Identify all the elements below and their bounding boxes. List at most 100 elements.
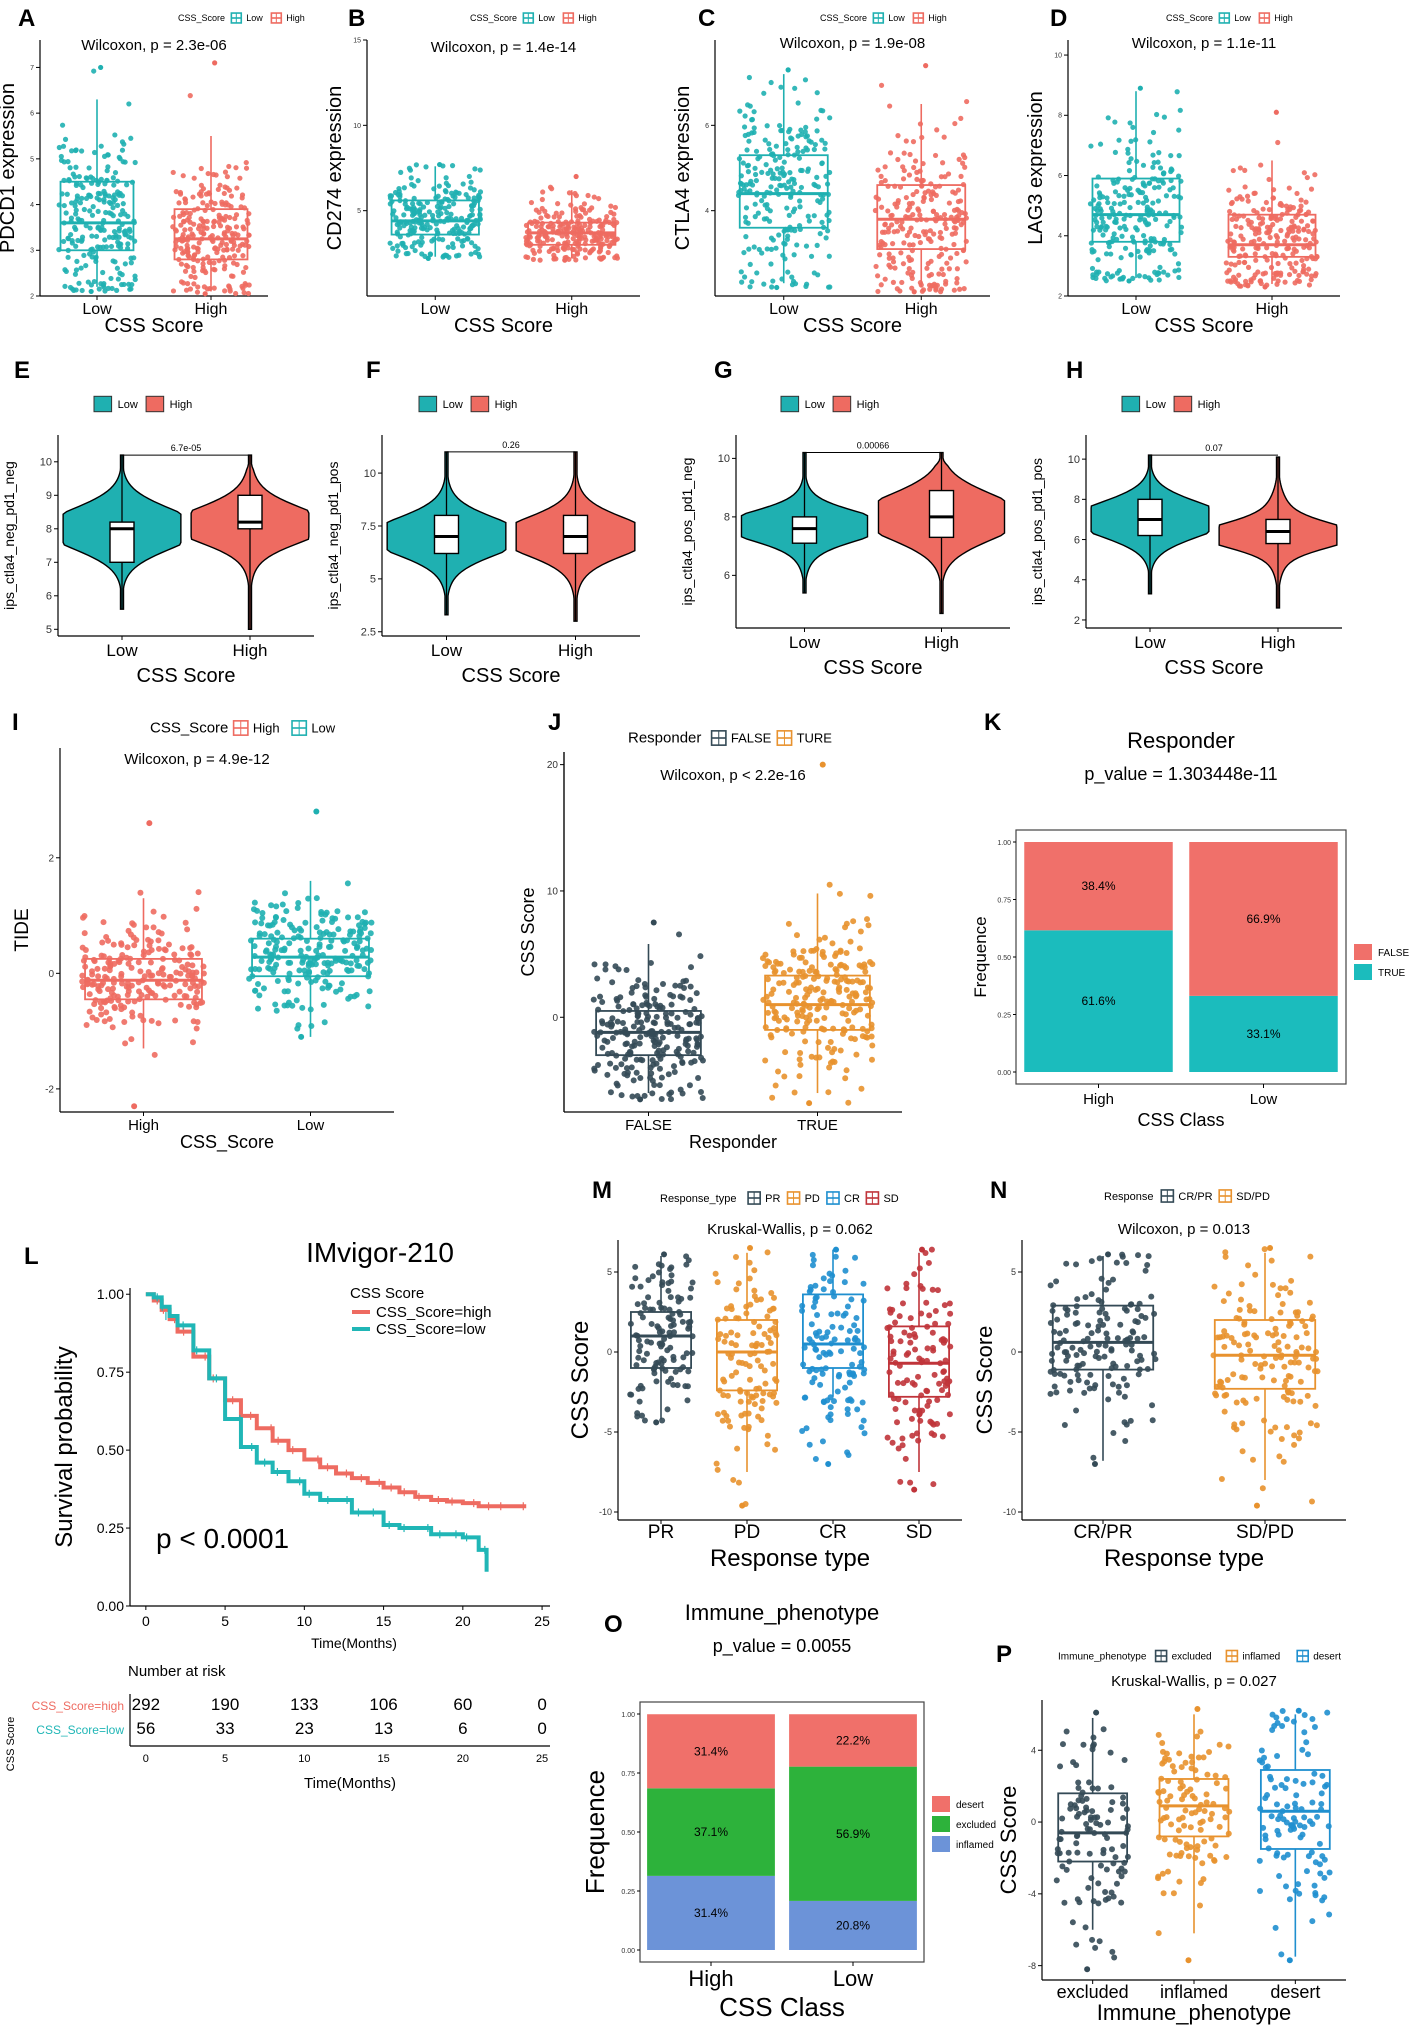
data-point-min (1286, 1957, 1293, 1964)
data-point (843, 1067, 850, 1074)
data-point (803, 1425, 810, 1432)
data-point (194, 289, 201, 295)
data-point (875, 167, 881, 173)
data-point (110, 205, 116, 211)
data-point (347, 960, 354, 967)
data-point (308, 1022, 315, 1029)
data-point-min (88, 288, 94, 295)
legend-label-High: High (495, 399, 518, 411)
data-point (335, 926, 342, 933)
data-point (1117, 201, 1123, 207)
data-point (802, 129, 808, 135)
data-point (746, 1259, 753, 1266)
data-point (1259, 220, 1266, 226)
data-point (1223, 260, 1229, 266)
data-point (942, 221, 948, 227)
y-tick-label: 4 (30, 202, 34, 209)
data-point (227, 288, 233, 294)
data-point (849, 978, 856, 985)
points-inflamed (1155, 1705, 1233, 1964)
data-point (762, 951, 769, 958)
data-point (201, 231, 207, 237)
box-Low (390, 199, 480, 236)
data-point (229, 246, 236, 252)
data-point (815, 1039, 822, 1046)
data-point (299, 1004, 306, 1011)
data-point (795, 100, 801, 106)
data-point (1085, 1322, 1092, 1329)
data-point (420, 226, 426, 232)
data-point (712, 1270, 719, 1277)
data-point (761, 1367, 768, 1374)
bar-label-FALSE-Low: 66.9% (1246, 912, 1280, 926)
data-point (755, 210, 761, 216)
data-point (345, 995, 352, 1002)
data-point (1081, 1389, 1088, 1396)
data-point (1120, 274, 1126, 280)
data-point (742, 113, 748, 119)
data-point (1256, 1887, 1263, 1894)
data-point (233, 224, 240, 230)
data-point (1067, 1805, 1074, 1812)
data-point (825, 1089, 832, 1096)
data-point (738, 269, 744, 275)
data-point (947, 1310, 954, 1317)
data-point (314, 974, 321, 981)
data-point (795, 149, 801, 155)
data-point (150, 908, 157, 915)
data-point (230, 273, 236, 279)
data-point (774, 187, 780, 193)
data-point (797, 1061, 804, 1068)
data-point (811, 213, 817, 219)
data-point (752, 201, 758, 207)
stat-annotation-I: Wilcoxon, p = 4.9e-12 (124, 751, 270, 768)
data-point-max (573, 173, 579, 180)
data-point (745, 102, 751, 108)
data-point (628, 989, 635, 996)
data-point (287, 959, 294, 966)
data-point (119, 980, 126, 987)
data-point (827, 115, 833, 121)
data-point (1112, 149, 1118, 155)
data-point (167, 982, 174, 989)
data-point (1291, 224, 1298, 230)
data-point (1095, 1900, 1102, 1907)
data-point (1242, 167, 1248, 173)
data-point (128, 235, 134, 241)
data-point (1092, 1382, 1099, 1389)
data-point (440, 237, 446, 243)
data-point (94, 195, 100, 201)
data-point (820, 108, 826, 114)
data-point (897, 1478, 904, 1485)
data-point (947, 255, 954, 261)
data-point (962, 154, 968, 161)
data-point (1276, 1453, 1283, 1460)
data-point (199, 999, 206, 1006)
y-tick-label: -4 (1028, 1889, 1036, 1899)
data-point (1128, 1347, 1135, 1354)
data-point (1284, 1343, 1291, 1350)
data-point (233, 290, 239, 297)
data-point (957, 286, 963, 292)
data-point (1269, 251, 1275, 257)
data-point (1303, 199, 1309, 205)
data-point (1173, 1852, 1180, 1859)
data-point (944, 260, 950, 266)
data-point (827, 961, 834, 968)
data-point (664, 1021, 671, 1028)
data-point (155, 1020, 162, 1027)
data-point (907, 242, 913, 248)
data-point (444, 209, 450, 216)
legend-label-High: High (1198, 399, 1221, 411)
data-point (200, 261, 206, 267)
data-point (1107, 1806, 1114, 1813)
data-point (436, 183, 442, 189)
y-tick-label: 2 (48, 853, 54, 864)
y-tick-label: 5 (357, 208, 361, 215)
data-point-max (661, 1251, 668, 1258)
data-point (74, 193, 80, 199)
data-point (1303, 1739, 1310, 1746)
data-point (1176, 1878, 1183, 1885)
data-point (770, 1294, 777, 1301)
